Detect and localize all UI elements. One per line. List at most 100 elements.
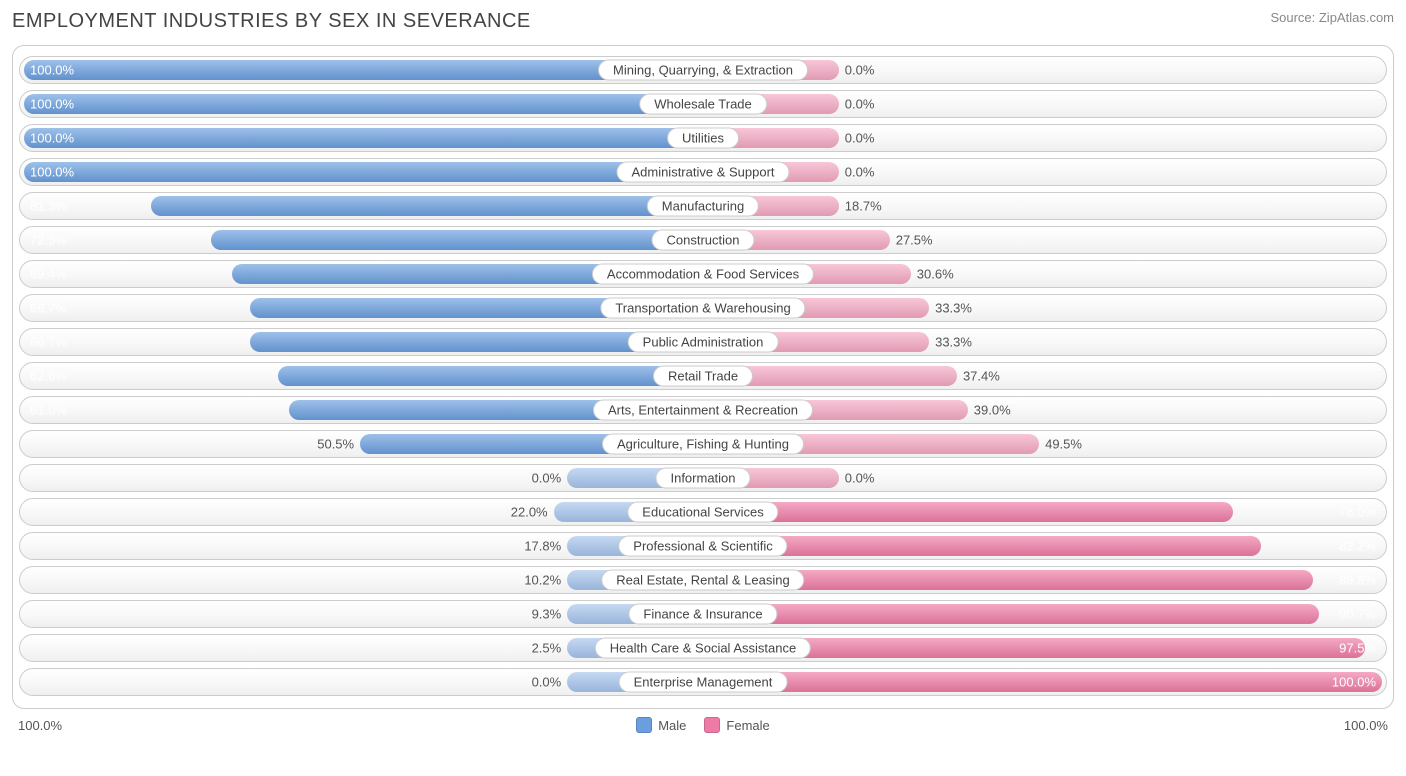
female-bar-track: 49.5% [703, 433, 1382, 455]
legend: Male Female [636, 717, 770, 733]
male-bar-track: 17.8% [24, 535, 703, 557]
male-bar-track: 0.0% [24, 671, 703, 693]
male-value-label: 0.0% [532, 675, 562, 690]
axis-right-label: 100.0% [1344, 718, 1388, 733]
chart-footer: 100.0% Male Female 100.0% [12, 717, 1394, 733]
male-value-label: 100.0% [30, 165, 74, 180]
female-bar [703, 502, 1233, 522]
male-value-label: 0.0% [532, 471, 562, 486]
chart-row: 61.0%39.0%Arts, Entertainment & Recreati… [19, 396, 1387, 424]
chart-row: 50.5% 49.5% Agriculture, Fishing & Hunting [19, 430, 1387, 458]
legend-swatch [636, 717, 652, 733]
female-bar-track: 82.2% [703, 535, 1382, 557]
male-value-label: 10.2% [524, 573, 561, 588]
row-category-label: Arts, Entertainment & Recreation [593, 400, 813, 421]
male-bar-track: 81.3% [24, 195, 703, 217]
chart-row: 22.0%78.0%Educational Services [19, 498, 1387, 526]
male-value-label: 100.0% [30, 63, 74, 78]
female-bar [703, 604, 1319, 624]
chart-title: EMPLOYMENT INDUSTRIES BY SEX IN SEVERANC… [12, 10, 531, 33]
female-value-label: 33.3% [935, 301, 972, 316]
female-bar-track: 27.5% [703, 229, 1382, 251]
female-bar-track: 18.7% [703, 195, 1382, 217]
row-category-label: Finance & Insurance [628, 604, 777, 625]
chart-row: 69.4% 30.6% Accommodation & Food Services [19, 260, 1387, 288]
row-category-label: Enterprise Management [619, 672, 788, 693]
row-category-label: Public Administration [628, 332, 779, 353]
female-bar-track: 78.0% [703, 501, 1382, 523]
female-value-label: 97.5% [1339, 641, 1376, 656]
female-bar-track: 0.0% [703, 467, 1382, 489]
female-value-label: 33.3% [935, 335, 972, 350]
row-category-label: Wholesale Trade [639, 94, 767, 115]
female-bar-track: 100.0% [703, 671, 1382, 693]
male-bar [24, 94, 703, 114]
axis-left-label: 100.0% [18, 718, 62, 733]
female-value-label: 0.0% [845, 97, 875, 112]
male-value-label: 66.7% [30, 301, 67, 316]
female-bar-track: 37.4% [703, 365, 1382, 387]
female-value-label: 30.6% [917, 267, 954, 282]
female-value-label: 49.5% [1045, 437, 1082, 452]
legend-item: Male [636, 717, 686, 733]
row-category-label: Mining, Quarrying, & Extraction [598, 60, 808, 81]
male-bar [24, 162, 703, 182]
chart-row: 10.2%89.8%Real Estate, Rental & Leasing [19, 566, 1387, 594]
row-category-label: Accommodation & Food Services [592, 264, 814, 285]
row-category-label: Construction [652, 230, 755, 251]
female-value-label: 0.0% [845, 165, 875, 180]
male-bar [151, 196, 703, 216]
row-category-label: Information [655, 468, 750, 489]
row-category-label: Manufacturing [647, 196, 759, 217]
row-category-label: Utilities [667, 128, 739, 149]
male-bar-track: 0.0% [24, 467, 703, 489]
chart-source: Source: ZipAtlas.com [1270, 10, 1394, 25]
female-value-label: 100.0% [1332, 675, 1376, 690]
chart-row: 9.3%90.7%Finance & Insurance [19, 600, 1387, 628]
female-value-label: 82.2% [1339, 539, 1376, 554]
male-value-label: 81.3% [30, 199, 67, 214]
chart-row: 100.0% 0.0% Administrative & Support [19, 158, 1387, 186]
row-category-label: Administrative & Support [616, 162, 789, 183]
chart-row: 66.7% 33.3% Transportation & Warehousing [19, 294, 1387, 322]
female-value-label: 78.0% [1339, 505, 1376, 520]
row-category-label: Health Care & Social Assistance [595, 638, 811, 659]
male-value-label: 100.0% [30, 131, 74, 146]
chart-row: 81.3% 18.7%Manufacturing [19, 192, 1387, 220]
legend-label: Female [726, 718, 769, 733]
male-value-label: 61.0% [30, 403, 67, 418]
female-value-label: 89.8% [1339, 573, 1376, 588]
female-value-label: 0.0% [845, 63, 875, 78]
female-bar [703, 672, 1382, 692]
male-value-label: 50.5% [317, 437, 354, 452]
row-category-label: Professional & Scientific [618, 536, 787, 557]
chart-row: 100.0% 0.0% Utilities [19, 124, 1387, 152]
legend-swatch [704, 717, 720, 733]
legend-label: Male [658, 718, 686, 733]
male-bar-track: 72.5% [24, 229, 703, 251]
chart-row: 100.0% 0.0% Wholesale Trade [19, 90, 1387, 118]
female-bar-track: 0.0% [703, 161, 1382, 183]
chart-row: 0.0% 100.0% Enterprise Management [19, 668, 1387, 696]
male-value-label: 22.0% [511, 505, 548, 520]
chart-row: 17.8% 82.2% Professional & Scientific [19, 532, 1387, 560]
female-value-label: 0.0% [845, 131, 875, 146]
row-category-label: Retail Trade [653, 366, 753, 387]
row-category-label: Transportation & Warehousing [600, 298, 805, 319]
male-bar [24, 128, 703, 148]
male-bar-track: 100.0% [24, 127, 703, 149]
male-bar-track: 100.0% [24, 161, 703, 183]
female-value-label: 37.4% [963, 369, 1000, 384]
male-value-label: 2.5% [532, 641, 562, 656]
male-value-label: 69.4% [30, 267, 67, 282]
female-bar-track: 0.0% [703, 127, 1382, 149]
male-value-label: 100.0% [30, 97, 74, 112]
legend-item: Female [704, 717, 769, 733]
chart-row: 72.5% 27.5% Construction [19, 226, 1387, 254]
female-bar-track: 0.0% [703, 93, 1382, 115]
diverging-bar-chart: 100.0% 0.0% Mining, Quarrying, & Extractio… [12, 45, 1394, 709]
male-value-label: 66.7% [30, 335, 67, 350]
male-value-label: 17.8% [524, 539, 561, 554]
female-value-label: 27.5% [896, 233, 933, 248]
row-category-label: Agriculture, Fishing & Hunting [602, 434, 804, 455]
